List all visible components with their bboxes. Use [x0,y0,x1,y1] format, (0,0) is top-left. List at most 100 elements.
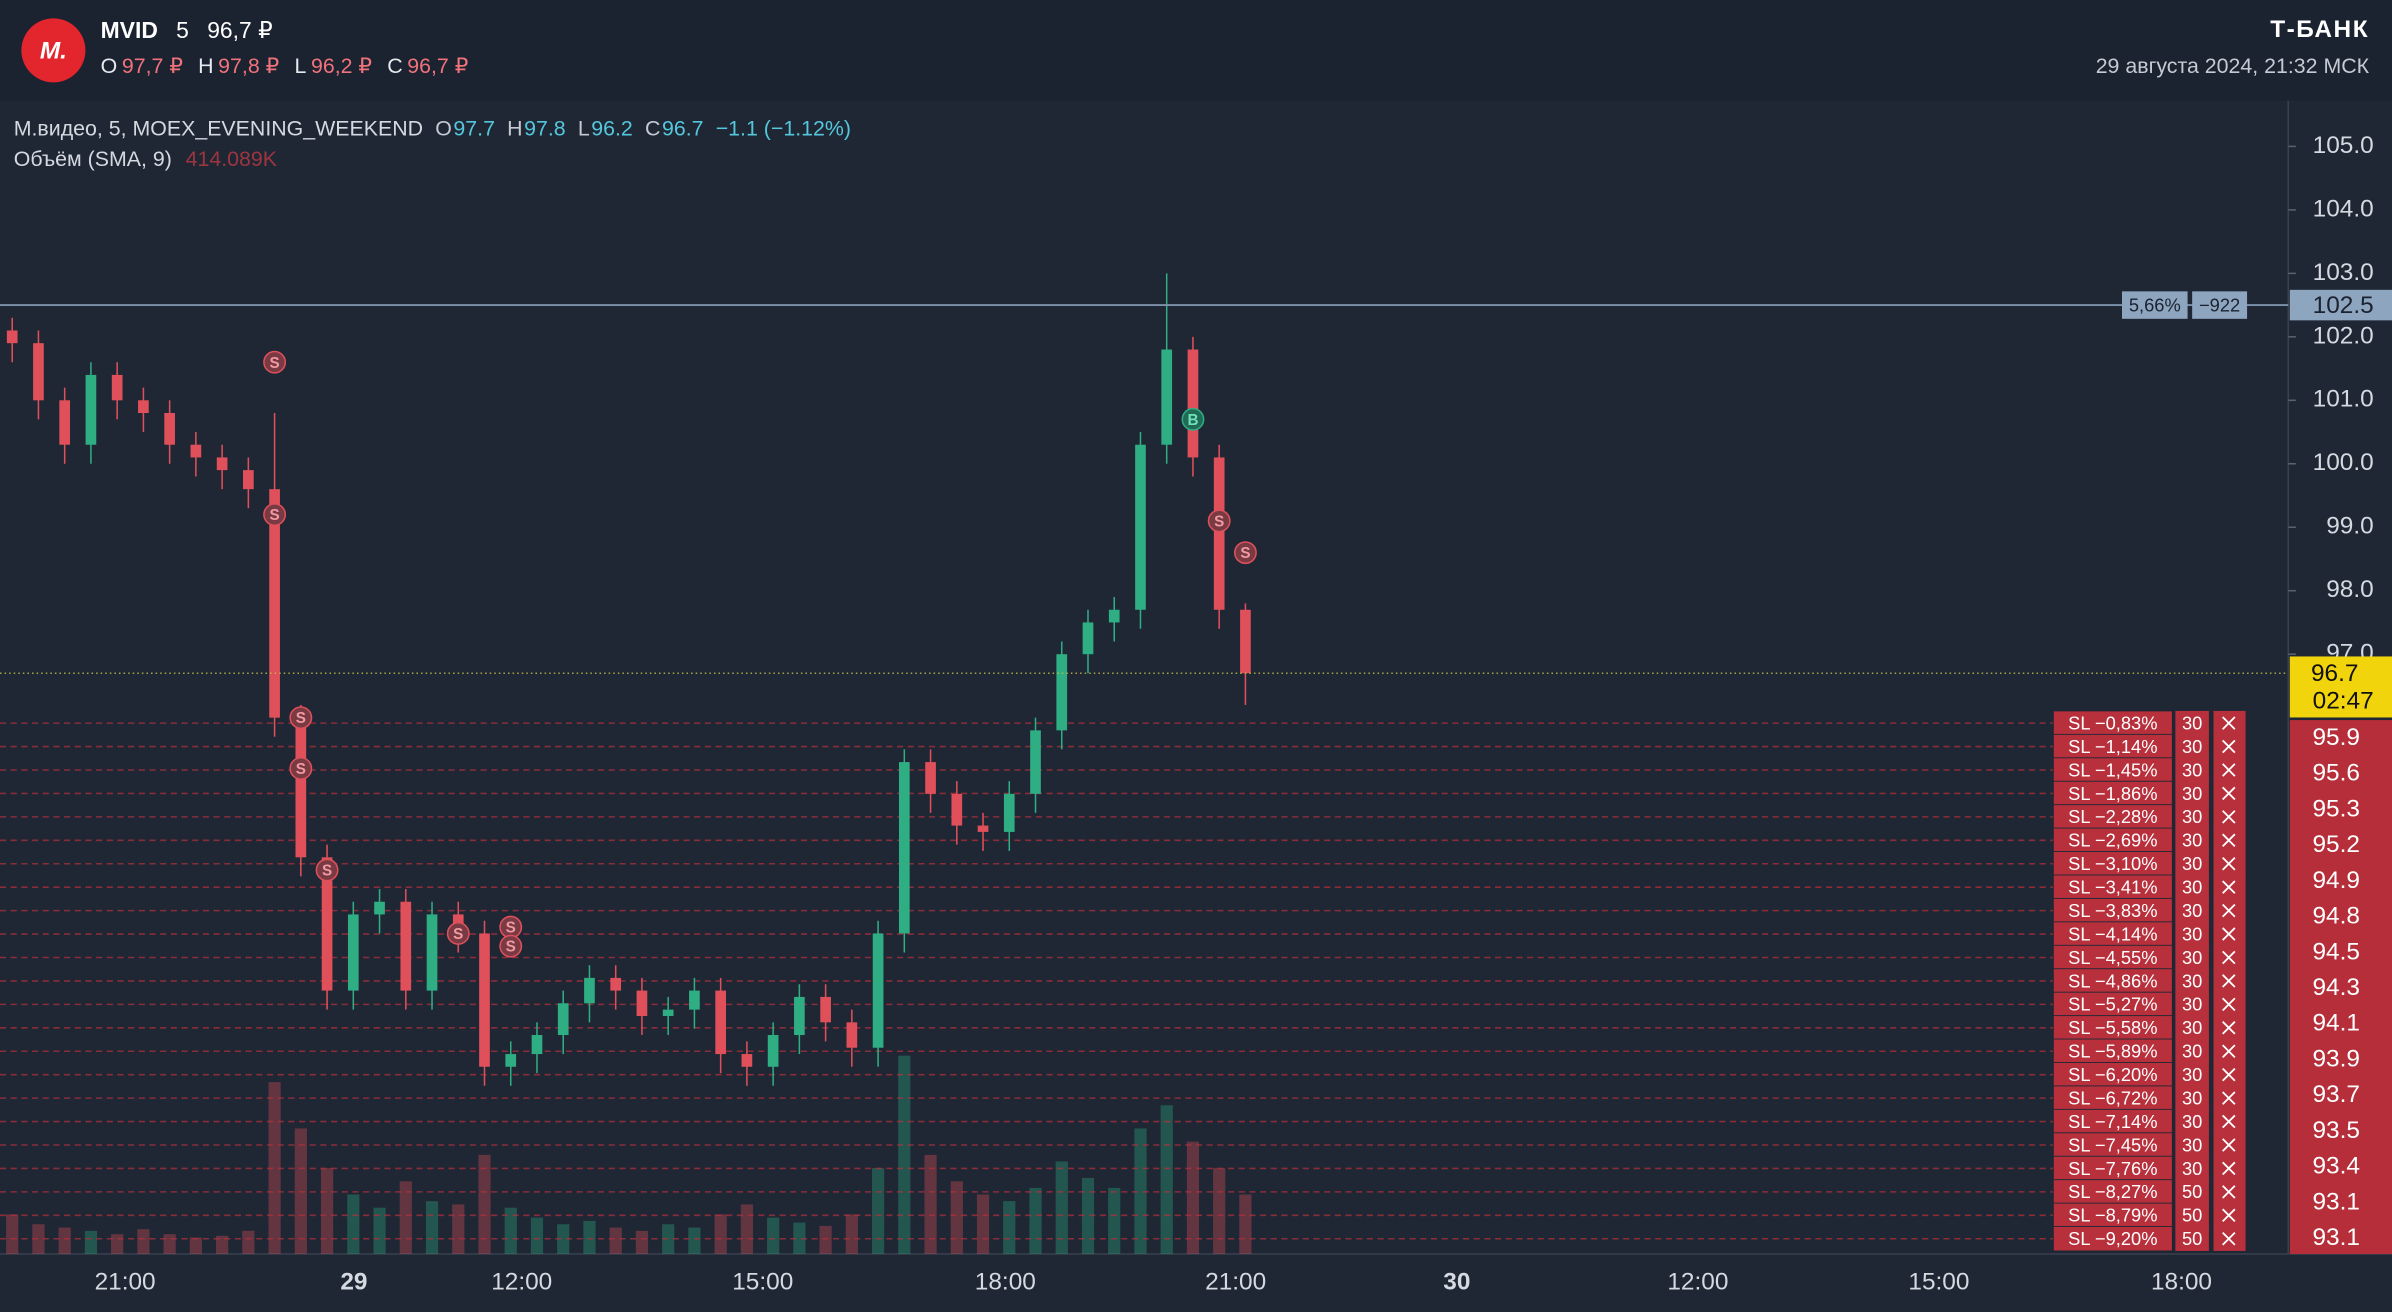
stop-order[interactable]: SL −7,76% 30 [2052,1155,2246,1182]
stop-order[interactable]: SL −5,58% 30 [2052,1015,2246,1041]
stop-order[interactable]: SL −3,83% 30 [2052,897,2246,924]
trade-marker[interactable]: S [263,350,287,374]
stop-qty-box [2175,757,2209,783]
stop-order-box [2052,733,2173,760]
volume-bar [58,1227,71,1254]
stop-order-label: SL −5,58% [2068,1017,2157,1038]
legend-value: 96.7 [662,116,704,140]
candle-body [794,996,805,1036]
stop-order[interactable]: SL −9,20% 50 [2052,1226,2246,1252]
stop-order[interactable]: SL −8,27% 50 [2052,1179,2246,1205]
stop-axis-label: 94.1 [2312,1010,2359,1037]
candle-body [1161,349,1173,445]
x-tick-label: 18:00 [2151,1268,2212,1295]
candle-body [767,1035,779,1067]
volume-bar [767,1217,780,1254]
candle-body [295,717,307,858]
trade-marker[interactable]: S [263,503,287,526]
volume-bar [320,1168,334,1254]
candle-body [1108,609,1120,623]
stop-qty-box [2175,710,2209,736]
candle-body [138,400,149,413]
volume-bar [242,1230,255,1254]
volume-bar [871,1168,885,1254]
volume-bar [530,1217,544,1254]
trade-marker[interactable]: S [289,756,313,780]
stop-cancel-icon [2222,716,2236,730]
stop-order-box [2052,851,2173,877]
candle-body [872,933,884,1048]
stop-order-label: SL −3,10% [2068,853,2157,874]
volume-bar [793,1222,806,1254]
pnl-label: −922 [2199,294,2240,315]
stop-order[interactable]: SL −6,72% 30 [2052,1085,2246,1111]
stop-cancel-icon [2222,833,2236,848]
trade-marker[interactable]: S [446,922,470,945]
stop-order[interactable]: SL −4,14% 30 [2052,921,2246,947]
trade-marker-label: S [1240,545,1250,562]
stop-order[interactable]: SL −1,86% 30 [2052,780,2246,807]
stop-cancel-icon [2222,880,2236,894]
stop-order-box [2052,944,2173,971]
stop-qty-box [2175,804,2209,830]
candle-body [1003,793,1015,832]
candle-body [741,1054,753,1067]
candle-body [479,933,490,1067]
stop-order-label: SL −4,55% [2068,947,2157,968]
trade-marker[interactable]: S [289,706,313,730]
trade-marker-label: S [296,710,306,727]
stop-axis-label: 95.6 [2312,760,2359,787]
volume-bar [373,1207,386,1254]
trade-marker[interactable]: S [315,858,339,882]
stop-order-label: SL −7,45% [2068,1134,2157,1155]
stop-qty-box [2175,874,2209,900]
volume-bar [609,1227,622,1254]
stop-order-label: SL −4,14% [2068,923,2157,944]
stop-order[interactable]: SL −7,14% 30 [2052,1108,2246,1135]
interval: 5 [176,17,189,43]
stop-cancel-icon [2222,974,2236,988]
stop-order-label: SL −0,83% [2068,712,2157,733]
stop-order-box [2052,1015,2173,1041]
candle-body [715,990,726,1055]
stop-order-label: SL −3,83% [2068,900,2157,921]
stop-order-qty: 50 [2182,1205,2202,1226]
x-tick-label: 12:00 [491,1268,552,1295]
stop-cancel-icon [2222,1114,2236,1129]
stop-order[interactable]: SL −8,79% 50 [2052,1202,2246,1228]
stop-axis-label: 93.4 [2312,1153,2359,1180]
stop-order[interactable]: SL −2,69% 30 [2052,827,2246,853]
stop-qty-box [2175,1062,2209,1087]
stop-order[interactable]: SL −4,55% 30 [2052,944,2246,971]
trade-marker-label: S [506,920,516,937]
volume-bar [452,1204,465,1254]
trade-marker[interactable]: S [1207,509,1231,533]
stop-order[interactable]: SL −6,20% 30 [2052,1062,2246,1088]
stop-order[interactable]: SL −4,86% 30 [2052,968,2246,994]
volume-bar [1003,1201,1016,1254]
stop-order[interactable]: SL −1,14% 30 [2052,733,2246,760]
trade-marker[interactable]: S [499,915,523,939]
stop-order[interactable]: SL −0,83% 30 [2052,710,2246,736]
legend-value: 97.7 [453,116,495,140]
legend-change: −1.1 (−1.12%) [716,116,851,140]
stop-order-qty: 30 [2182,712,2202,733]
trade-marker[interactable]: S [499,934,523,958]
stop-order[interactable]: SL −5,27% 30 [2052,991,2246,1018]
stop-order[interactable]: SL −3,41% 30 [2052,874,2246,900]
stop-order[interactable]: SL −7,45% 30 [2052,1132,2246,1158]
stop-order[interactable]: SL −5,89% 30 [2052,1038,2246,1064]
stop-order[interactable]: SL −3,10% 30 [2052,851,2246,877]
stop-order[interactable]: SL −2,28% 30 [2052,804,2246,830]
stop-order[interactable]: SL −1,45% 30 [2052,757,2246,783]
trade-marker[interactable]: S [1233,541,1257,565]
logo[interactable] [21,18,86,83]
volume-bar [924,1154,937,1254]
stop-order-label: SL −5,89% [2068,1041,2157,1062]
candle-body [321,857,333,991]
trade-marker-label: S [1214,513,1224,530]
candle-body [243,470,254,490]
trade-marker-label: B [1187,412,1198,429]
trade-marker[interactable]: B [1181,407,1205,431]
